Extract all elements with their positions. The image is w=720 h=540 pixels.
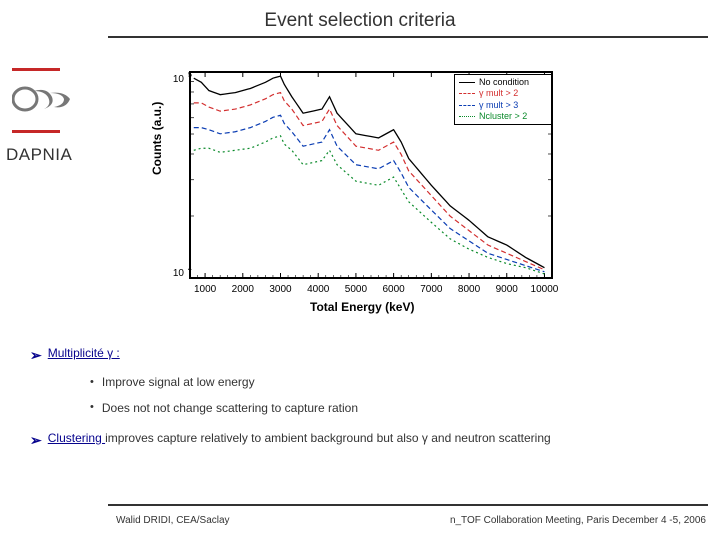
svg-text:8000: 8000 bbox=[458, 284, 481, 295]
svg-text:1000: 1000 bbox=[194, 284, 217, 295]
title-block: Event selection criteria bbox=[0, 10, 720, 36]
sub2-text: Does not not change scattering to captur… bbox=[102, 399, 358, 418]
y-axis-label: Counts (a.u.) bbox=[150, 102, 164, 175]
logo-bar bbox=[12, 130, 60, 133]
svg-text:10000: 10000 bbox=[531, 284, 559, 295]
footer-rule bbox=[108, 504, 708, 506]
chevron-icon: ➢ bbox=[30, 344, 42, 366]
svg-text:4000: 4000 bbox=[307, 284, 330, 295]
clustering-rest: improves capture relatively to ambient b… bbox=[105, 431, 551, 445]
cea-logo bbox=[12, 68, 84, 133]
bullet-clustering: ➢ Clustering improves capture relatively… bbox=[30, 429, 690, 451]
svg-text:10: 10 bbox=[173, 74, 185, 85]
svg-text:6000: 6000 bbox=[383, 284, 406, 295]
logo-bar bbox=[12, 68, 60, 71]
footer-meeting: n_TOF Collaboration Meeting, Paris Decem… bbox=[450, 515, 706, 526]
page-title: Event selection criteria bbox=[0, 10, 720, 36]
dot-icon: • bbox=[90, 374, 94, 392]
svg-text:9000: 9000 bbox=[496, 284, 519, 295]
legend: No conditionγ mult > 2γ mult > 3Ncluster… bbox=[454, 74, 552, 125]
svg-text:7000: 7000 bbox=[420, 284, 443, 295]
x-axis-label: Total Energy (keV) bbox=[310, 300, 414, 314]
svg-text:10: 10 bbox=[173, 268, 185, 279]
svg-text:4: 4 bbox=[188, 266, 192, 273]
footer-author: Walid DRIDI, CEA/Saclay bbox=[116, 515, 230, 526]
bullet-multiplicity: ➢ Multiplicité γ : bbox=[30, 344, 690, 366]
sub-bullet: • Does not not change scattering to capt… bbox=[90, 396, 690, 421]
title-underline bbox=[108, 36, 708, 38]
svg-text:3000: 3000 bbox=[269, 284, 292, 295]
clustering-word: Clustering bbox=[48, 431, 105, 445]
sub-bullet: • Improve signal at low energy bbox=[90, 370, 690, 395]
cea-logo-svg bbox=[12, 85, 74, 113]
dot-icon: • bbox=[90, 399, 94, 417]
svg-text:5000: 5000 bbox=[345, 284, 368, 295]
org-label: DAPNIA bbox=[6, 145, 72, 165]
bullet-notes: ➢ Multiplicité γ : • Improve signal at l… bbox=[30, 340, 690, 455]
svg-text:5: 5 bbox=[188, 72, 192, 79]
chevron-icon: ➢ bbox=[30, 429, 42, 451]
svg-text:2000: 2000 bbox=[232, 284, 255, 295]
mult-label: Multiplicité γ : bbox=[48, 344, 120, 363]
sub1-text: Improve signal at low energy bbox=[102, 373, 255, 392]
